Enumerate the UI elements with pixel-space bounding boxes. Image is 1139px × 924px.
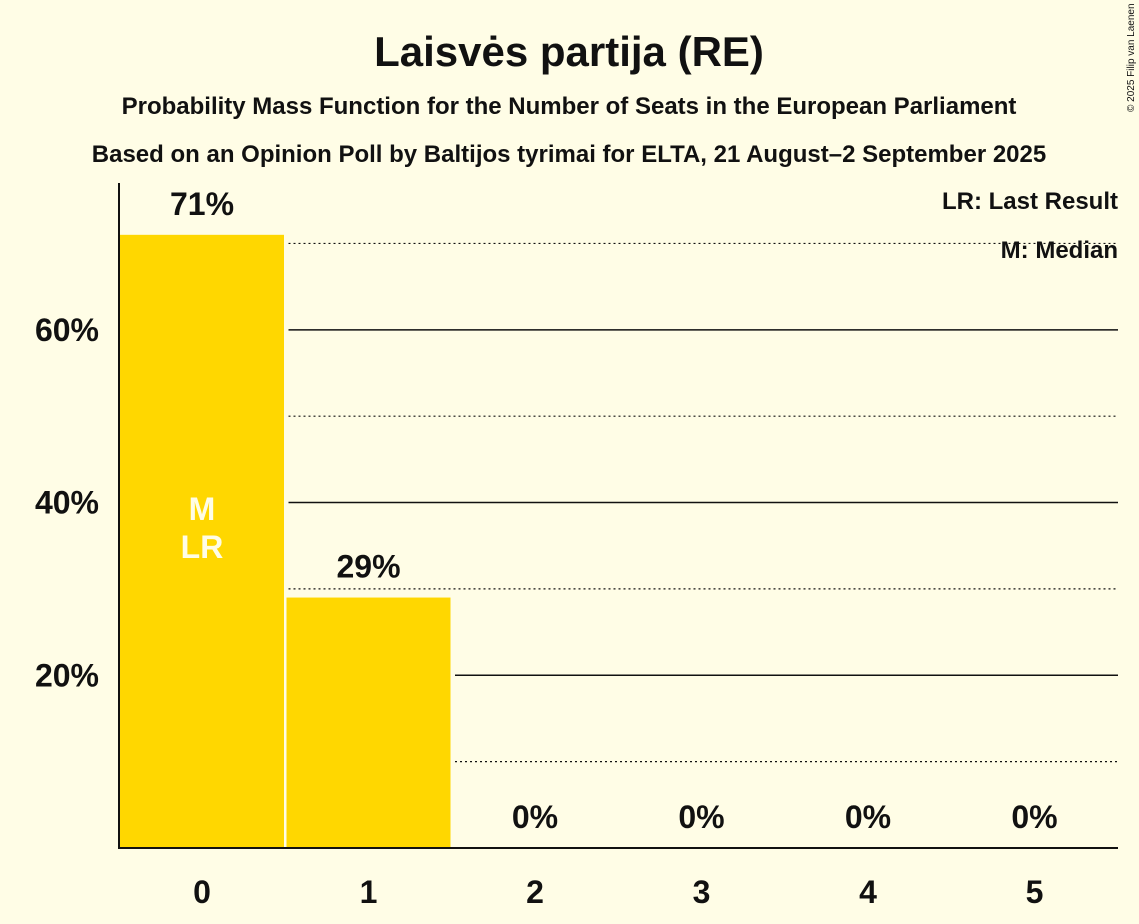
x-tick-label: 4	[859, 874, 877, 910]
bars	[120, 234, 451, 848]
y-axis: 20% 40% 60%	[35, 183, 120, 849]
copyright-text: © 2025 Filip van Laenen	[1126, 3, 1137, 112]
data-label-4: 0%	[845, 799, 891, 835]
y-tick-label: 40%	[35, 485, 99, 521]
x-tick-label: 2	[526, 874, 544, 910]
chart-title: Laisvės partija (RE)	[374, 28, 764, 75]
data-label-1: 29%	[336, 549, 400, 585]
x-tick-label: 3	[693, 874, 711, 910]
bar-0	[120, 234, 284, 848]
x-tick-label: 5	[1026, 874, 1044, 910]
data-label-3: 0%	[678, 799, 724, 835]
bar-marker-lr: LR	[181, 529, 224, 565]
y-tick-label: 60%	[35, 312, 99, 348]
legend-last-result: LR: Last Result	[942, 188, 1118, 215]
data-label-5: 0%	[1011, 799, 1057, 835]
bar-1	[286, 597, 451, 848]
data-label-0: 71%	[170, 186, 234, 222]
bar-marker-m: M	[189, 491, 216, 527]
y-tick-label: 20%	[35, 657, 99, 693]
gridlines	[288, 242, 1118, 763]
value-labels: 71% 29% 0% 0% 0% 0% MLR	[170, 186, 1058, 835]
chart-subtitle-2: Based on an Opinion Poll by Baltijos tyr…	[92, 141, 1046, 168]
x-tick-label: 1	[360, 874, 378, 910]
chart-subtitle: Probability Mass Function for the Number…	[122, 93, 1017, 120]
x-tick-label: 0	[193, 874, 211, 910]
x-axis: 0 1 2 3 4 5	[119, 847, 1118, 910]
data-label-2: 0%	[512, 799, 558, 835]
legend-median: M: Median	[1001, 237, 1118, 264]
